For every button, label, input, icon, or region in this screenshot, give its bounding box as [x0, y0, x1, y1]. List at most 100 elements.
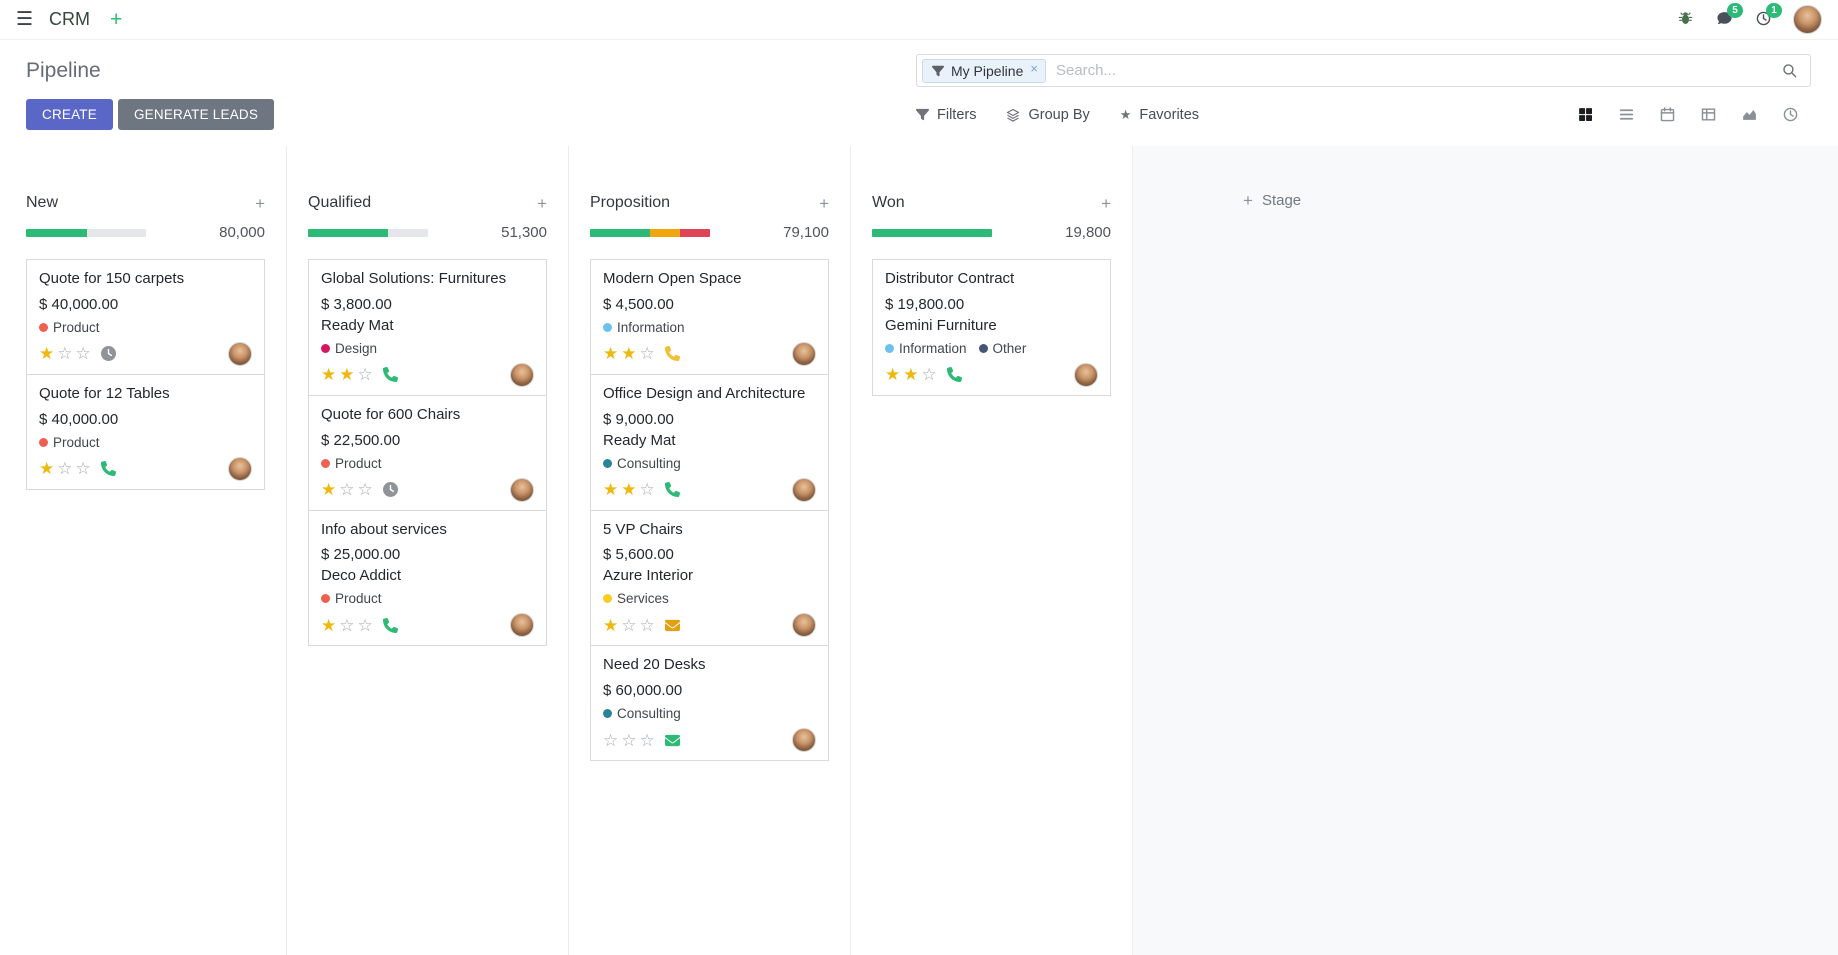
- tag-dot-icon: [603, 322, 612, 332]
- star-filled-icon[interactable]: ★: [621, 344, 637, 364]
- star-empty-icon[interactable]: ☆: [621, 730, 637, 750]
- star-empty-icon[interactable]: ☆: [57, 459, 73, 478]
- star-empty-icon[interactable]: ☆: [921, 365, 937, 385]
- star-filled-icon[interactable]: ★: [903, 365, 919, 385]
- kanban-card[interactable]: Global Solutions: Furnitures $ 3,800.00 Re…: [308, 259, 547, 396]
- search-input[interactable]: [1045, 62, 1769, 79]
- view-pivot-button[interactable]: [1688, 101, 1729, 128]
- priority-stars[interactable]: ★ ☆ ☆: [321, 481, 373, 498]
- star-filled-icon[interactable]: ★: [339, 365, 355, 385]
- apps-menu-button[interactable]: ☰: [8, 4, 41, 35]
- view-list-button[interactable]: [1606, 101, 1647, 128]
- clock-icon[interactable]: [382, 482, 398, 497]
- favorites-button[interactable]: ★ Favorites: [1120, 107, 1199, 123]
- phone-icon[interactable]: [100, 461, 116, 476]
- column-cards: Global Solutions: Furnitures $ 3,800.00 Re…: [308, 259, 547, 647]
- kanban-card[interactable]: Modern Open Space $ 4,500.00 Information ★ ★…: [590, 259, 829, 375]
- activities-menu-button[interactable]: 1: [1746, 2, 1782, 36]
- filters-button[interactable]: Filters: [916, 107, 976, 123]
- phone-icon[interactable]: [664, 346, 680, 362]
- column-quick-create-button[interactable]: +: [537, 193, 547, 213]
- star-filled-icon[interactable]: ★: [885, 365, 901, 385]
- priority-stars[interactable]: ★ ☆ ☆: [603, 617, 655, 634]
- phone-icon[interactable]: [664, 482, 680, 497]
- kanban-card[interactable]: 5 VP Chairs $ 5,600.00 Azure Interior Servi…: [590, 509, 829, 647]
- star-filled-icon[interactable]: ★: [321, 480, 337, 499]
- column-progress-row: 19,800: [872, 224, 1111, 241]
- star-empty-icon[interactable]: ☆: [621, 615, 637, 635]
- tag-dot-icon: [39, 322, 48, 332]
- priority-stars[interactable]: ★ ★ ☆: [603, 481, 655, 498]
- star-empty-icon[interactable]: ☆: [357, 615, 373, 635]
- group-by-button[interactable]: Group By: [1006, 107, 1090, 123]
- kanban-card[interactable]: Quote for 150 carpets $ 40,000.00 Product ★…: [26, 259, 265, 375]
- clock-icon[interactable]: [100, 346, 116, 362]
- column-progressbar[interactable]: [872, 228, 992, 237]
- priority-stars[interactable]: ★ ★ ☆: [321, 366, 373, 383]
- star-filled-icon[interactable]: ★: [603, 615, 619, 635]
- view-activity-button[interactable]: [1770, 101, 1811, 128]
- star-empty-icon[interactable]: ☆: [357, 365, 373, 385]
- messages-menu-button[interactable]: 5: [1707, 2, 1743, 36]
- kanban-card[interactable]: Quote for 12 Tables $ 40,000.00 Product ★ ☆ ☆: [26, 373, 265, 490]
- column-progressbar[interactable]: [308, 228, 428, 237]
- priority-stars[interactable]: ★ ★ ☆: [885, 366, 937, 383]
- column-progressbar[interactable]: [590, 228, 710, 237]
- star-empty-icon[interactable]: ☆: [357, 480, 373, 499]
- star-empty-icon[interactable]: ☆: [603, 730, 619, 750]
- view-calendar-button[interactable]: [1647, 101, 1688, 128]
- tag-label: Information: [899, 340, 967, 356]
- column-quick-create-button[interactable]: +: [255, 193, 265, 213]
- star-filled-icon[interactable]: ★: [621, 480, 637, 499]
- star-empty-icon[interactable]: ☆: [639, 730, 655, 750]
- star-filled-icon[interactable]: ★: [321, 615, 337, 635]
- column-header: Won +: [872, 194, 1111, 212]
- star-empty-icon[interactable]: ☆: [75, 344, 91, 364]
- priority-stars[interactable]: ★ ☆ ☆: [39, 345, 91, 362]
- generate-leads-button[interactable]: GENERATE LEADS: [117, 99, 275, 130]
- phone-icon[interactable]: [382, 617, 398, 633]
- star-filled-icon[interactable]: ★: [39, 344, 55, 364]
- priority-stars[interactable]: ★ ★ ☆: [603, 345, 655, 362]
- star-filled-icon[interactable]: ★: [603, 480, 619, 499]
- column-progressbar[interactable]: [26, 228, 146, 237]
- create-button[interactable]: CREATE: [26, 99, 113, 130]
- debug-mode-button[interactable]: [1668, 4, 1703, 36]
- card-partner: Ready Mat: [321, 316, 394, 334]
- star-empty-icon[interactable]: ☆: [57, 344, 73, 364]
- phone-icon[interactable]: [946, 367, 962, 383]
- envelope-icon[interactable]: [664, 733, 680, 748]
- star-empty-icon[interactable]: ☆: [75, 459, 91, 478]
- star-empty-icon[interactable]: ☆: [639, 344, 655, 364]
- tag-dot-icon: [978, 343, 988, 353]
- search-icon[interactable]: [1769, 62, 1810, 79]
- kanban-card[interactable]: Need 20 Desks $ 60,000.00 Consulting ☆ ☆ ☆: [590, 645, 829, 761]
- star-filled-icon[interactable]: ★: [603, 344, 619, 364]
- app-name-link[interactable]: CRM: [41, 9, 98, 30]
- view-kanban-button[interactable]: [1565, 101, 1606, 128]
- envelope-icon[interactable]: [664, 618, 680, 633]
- priority-stars[interactable]: ☆ ☆ ☆: [603, 732, 655, 749]
- kanban-card[interactable]: Quote for 600 Chairs $ 22,500.00 Product ★ ☆…: [308, 394, 547, 511]
- view-graph-button[interactable]: [1729, 101, 1770, 128]
- star-filled-icon[interactable]: ★: [321, 365, 337, 385]
- priority-stars[interactable]: ★ ☆ ☆: [39, 460, 91, 477]
- new-menu-button[interactable]: +: [98, 9, 134, 30]
- star-empty-icon[interactable]: ☆: [639, 615, 655, 635]
- add-stage-button[interactable]: + Stage: [1243, 192, 1301, 209]
- priority-stars[interactable]: ★ ☆ ☆: [321, 617, 373, 634]
- user-menu-button[interactable]: [1785, 5, 1822, 34]
- star-empty-icon[interactable]: ☆: [639, 480, 655, 499]
- remove-facet-icon[interactable]: ×: [1030, 60, 1038, 76]
- kanban-card[interactable]: Distributor Contract $ 19,800.00 Gemini Fu…: [872, 259, 1111, 396]
- kanban-card[interactable]: Info about services $ 25,000.00 Deco Addic…: [308, 509, 547, 647]
- column-quick-create-button[interactable]: +: [1101, 193, 1111, 213]
- star-empty-icon[interactable]: ☆: [339, 615, 355, 635]
- column-quick-create-button[interactable]: +: [819, 193, 829, 213]
- progress-segment: [590, 228, 650, 237]
- star-filled-icon[interactable]: ★: [39, 459, 55, 478]
- kanban-card[interactable]: Office Design and Architecture $ 9,000.00…: [590, 373, 829, 511]
- star-empty-icon[interactable]: ☆: [339, 480, 355, 499]
- card-footer: ★ ☆ ☆: [603, 613, 816, 638]
- phone-icon[interactable]: [382, 367, 398, 383]
